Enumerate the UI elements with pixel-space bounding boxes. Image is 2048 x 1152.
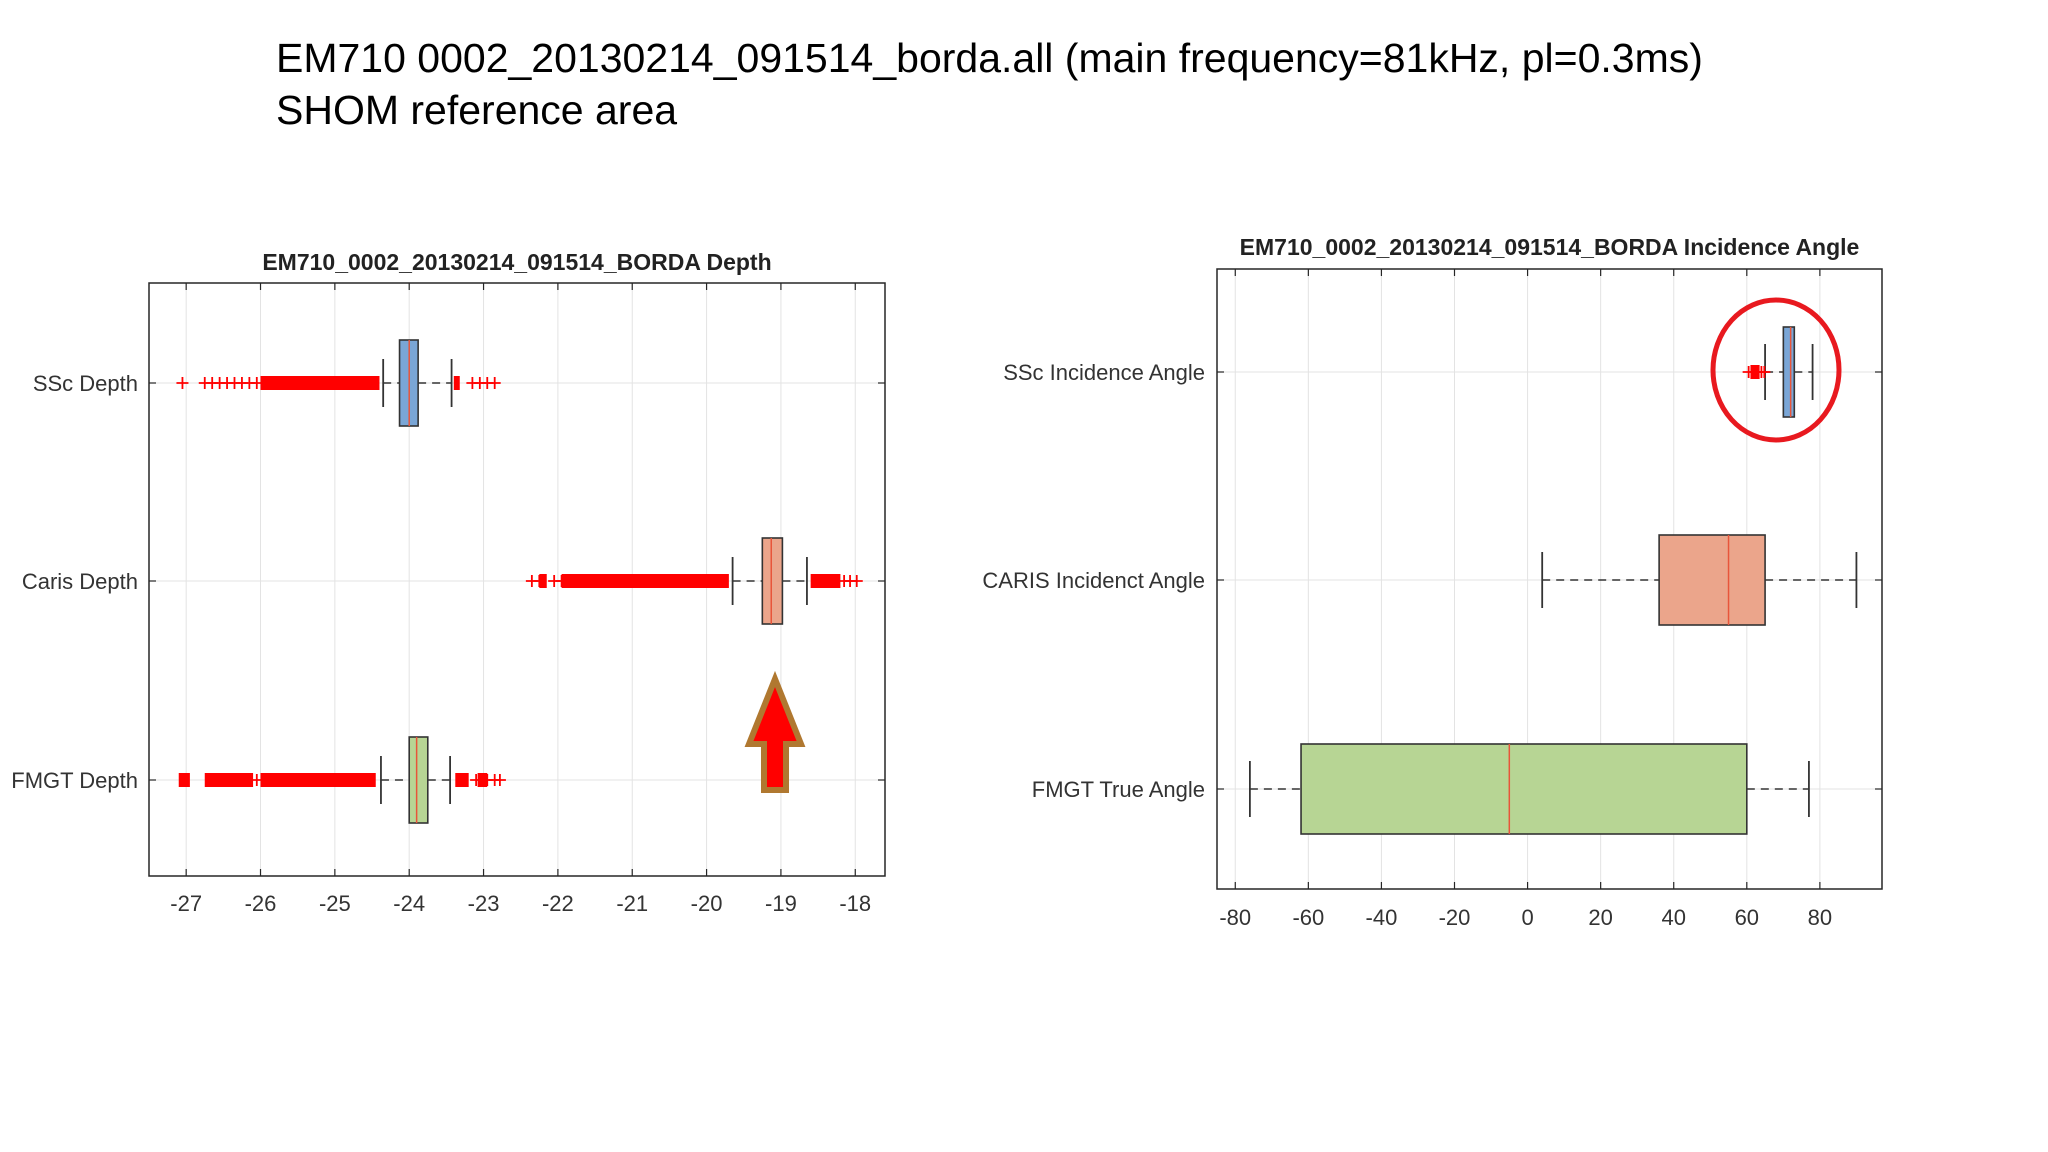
x-tick-label: -23 (468, 891, 500, 916)
outlier-band (204, 773, 254, 787)
outlier-marker (488, 377, 501, 389)
x-tick-label: -20 (691, 891, 723, 916)
outlier-marker (176, 377, 189, 389)
outlier-marker (566, 575, 579, 587)
outlier-marker (1758, 366, 1771, 378)
x-tick-label: -25 (319, 891, 351, 916)
x-tick-label: -20 (1439, 905, 1471, 930)
boxplot-series (525, 537, 863, 625)
chart-title: EM710_0002_20130214_091514_BORDA Inciden… (1240, 234, 1860, 260)
x-tick-label: 60 (1735, 905, 1759, 930)
y-category-label: FMGT True Angle (1032, 777, 1205, 802)
incidence-angle-boxplot-chart: EM710_0002_20130214_091514_BORDA Inciden… (982, 234, 1883, 930)
boxplot-series (176, 339, 501, 427)
box-iqr (408, 736, 429, 824)
outlier-band (810, 574, 841, 588)
y-category-label: FMGT Depth (11, 768, 138, 793)
annotations-layer (744, 297, 1842, 793)
slide-title-line1: EM710 0002_20130214_091514_borda.all (ma… (276, 35, 1703, 81)
x-tick-label: -19 (765, 891, 797, 916)
x-tick-label: -40 (1366, 905, 1398, 930)
outlier-marker (250, 774, 263, 786)
x-tick-label: -80 (1219, 905, 1251, 930)
boxplot-series (1541, 534, 1858, 626)
highlight-circle (1710, 297, 1842, 443)
y-category-label: SSc Depth (33, 371, 138, 396)
x-tick-label: -22 (542, 891, 574, 916)
x-tick-label: -21 (616, 891, 648, 916)
outlier-band (455, 773, 469, 787)
x-tick-label: 20 (1588, 905, 1612, 930)
outlier-marker (250, 377, 263, 389)
box-iqr (1658, 534, 1766, 626)
x-tick-label: 40 (1661, 905, 1685, 930)
boxplot-series (1742, 326, 1814, 418)
slide-title-line2: SHOM reference area (276, 87, 678, 133)
outlier-marker (276, 774, 289, 786)
outlier-marker (592, 575, 605, 587)
box-iqr (761, 537, 784, 625)
x-tick-label: -26 (245, 891, 277, 916)
x-tick-label: -18 (839, 891, 871, 916)
outlier-band (561, 574, 729, 588)
outlier-marker (470, 774, 483, 786)
outlier-marker (850, 575, 863, 587)
y-category-label: Caris Depth (22, 569, 138, 594)
x-tick-label: -27 (170, 891, 202, 916)
plot-frame (148, 282, 886, 877)
outlier-band (178, 773, 190, 787)
chart-title: EM710_0002_20130214_091514_BORDA Depth (262, 249, 771, 275)
outlier-marker (581, 575, 594, 587)
y-category-label: SSc Incidence Angle (1003, 360, 1205, 385)
slide-title: EM710 0002_20130214_091514_borda.all (ma… (276, 32, 1703, 136)
up-arrow-icon (744, 670, 806, 793)
x-tick-label: 0 (1521, 905, 1533, 930)
outlier-marker (555, 575, 568, 587)
outlier-marker (265, 774, 278, 786)
box-iqr (1300, 743, 1748, 835)
outlier-band (453, 376, 460, 390)
depth-boxplot-chart: EM710_0002_20130214_091514_BORDA Depth -2… (11, 249, 886, 916)
outlier-marker (533, 575, 546, 587)
plot-frame (1216, 268, 1883, 890)
boxplot-series (178, 736, 506, 824)
x-tick-label: 80 (1808, 905, 1832, 930)
y-category-label: CARIS Incidenct Angle (982, 568, 1205, 593)
outlier-band (260, 376, 380, 390)
x-tick-label: -60 (1292, 905, 1324, 930)
x-tick-label: -24 (393, 891, 425, 916)
box-iqr (1782, 326, 1796, 418)
outlier-marker (493, 774, 506, 786)
boxplot-series (1248, 743, 1810, 835)
outlier-band (260, 773, 376, 787)
